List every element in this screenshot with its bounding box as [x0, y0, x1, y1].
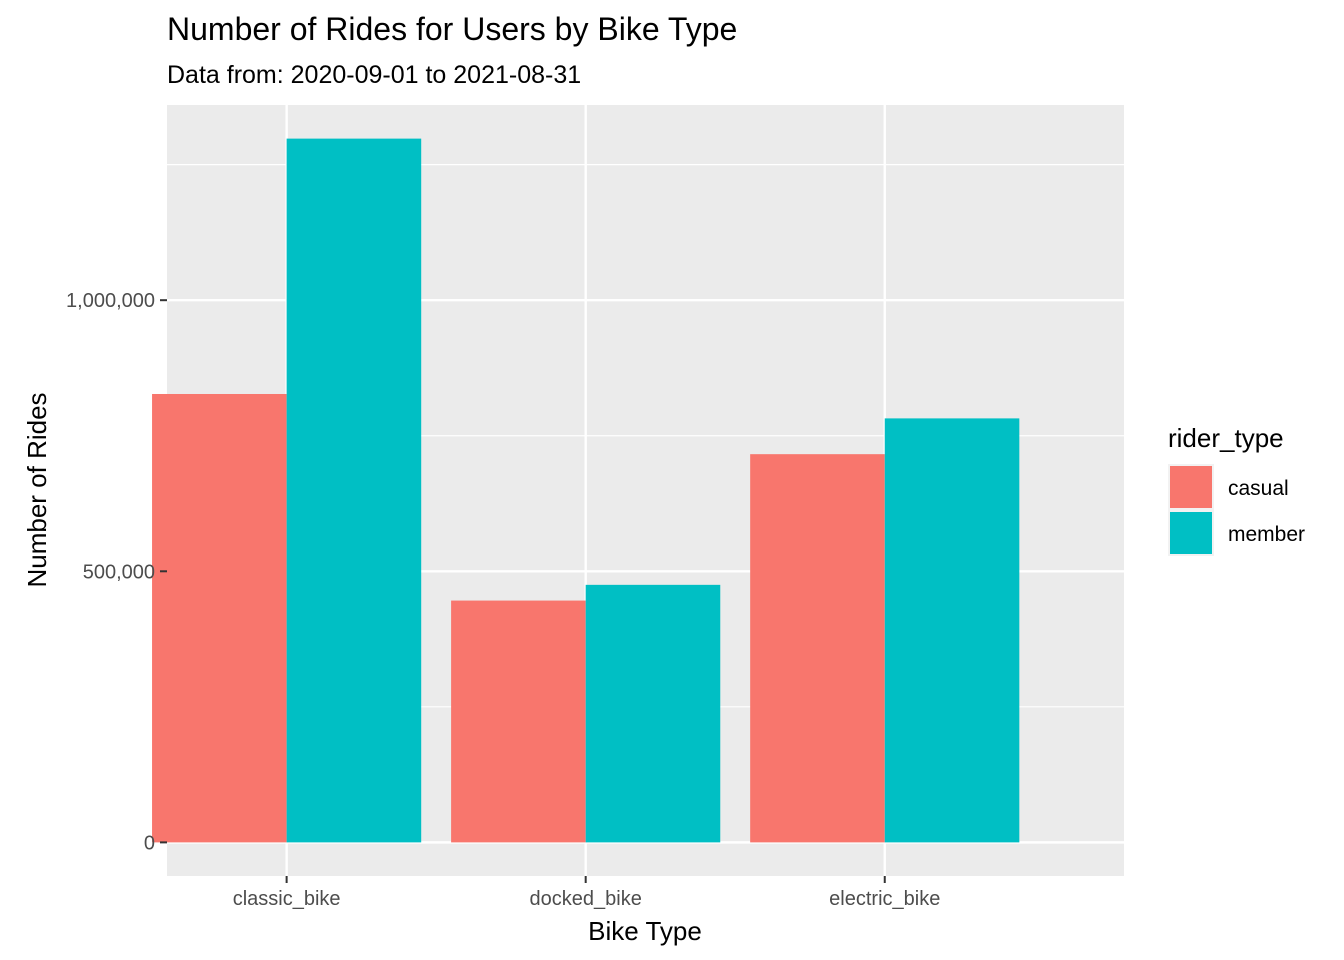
- y-tick-label: 0: [144, 832, 155, 854]
- chart-subtitle: Data from: 2020-09-01 to 2021-08-31: [167, 61, 581, 89]
- x-axis: classic_bike docked_bike electric_bike: [233, 876, 940, 910]
- bar-casual-classic_bike: [152, 393, 287, 843]
- x-tick-label: classic_bike: [233, 888, 341, 910]
- legend-label-casual: casual: [1228, 477, 1289, 500]
- bar-casual-docked_bike: [451, 600, 586, 843]
- legend-label-member: member: [1228, 523, 1305, 546]
- chart-title: Number of Rides for Users by Bike Type: [167, 11, 737, 47]
- x-tick-label: electric_bike: [829, 888, 940, 910]
- x-tick-label: docked_bike: [530, 888, 642, 910]
- legend: rider_type casual member: [1168, 423, 1305, 556]
- y-tick-label: 1,000,000: [66, 290, 155, 312]
- x-axis-title: Bike Type: [588, 916, 702, 946]
- bar-member-docked_bike: [585, 584, 721, 843]
- y-axis: 0 500,000 1,000,000: [66, 290, 167, 854]
- y-axis-title: Number of Rides: [22, 392, 52, 587]
- bar-member-electric_bike: [884, 418, 1020, 843]
- bars: [152, 138, 1020, 843]
- y-tick-label: 500,000: [83, 561, 155, 583]
- bar-casual-electric_bike: [750, 454, 885, 843]
- legend-title: rider_type: [1168, 423, 1284, 453]
- legend-swatch-casual: [1170, 466, 1212, 508]
- legend-swatch-member: [1170, 512, 1212, 554]
- bar-member-classic_bike: [286, 138, 422, 843]
